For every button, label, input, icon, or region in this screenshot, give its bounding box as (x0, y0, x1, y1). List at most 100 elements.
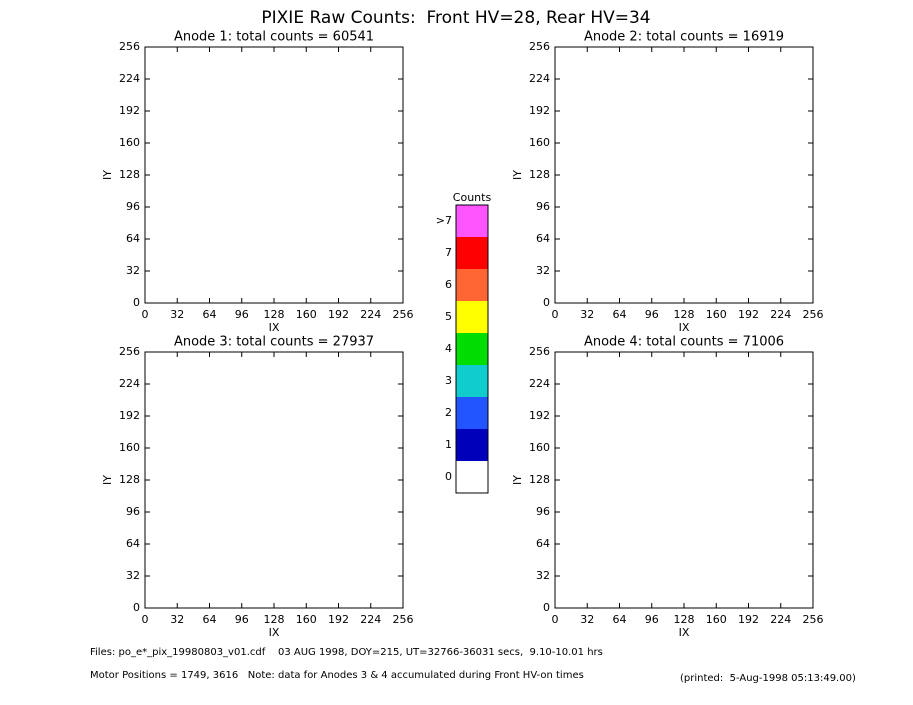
y-tick-label: 128 (529, 168, 550, 181)
colorbar-label: 7 (445, 246, 452, 259)
y-tick-label: 64 (536, 232, 550, 245)
x-tick-label: 160 (296, 308, 317, 321)
x-tick-label: 192 (328, 613, 349, 626)
y-tick-label: 256 (119, 345, 140, 358)
y-tick-label: 32 (126, 569, 140, 582)
colorbar-swatch (456, 429, 488, 461)
y-axis-label: IY (101, 475, 114, 485)
y-axis-label: IY (511, 170, 524, 180)
x-tick-label: 128 (264, 613, 285, 626)
x-axis-label: IX (679, 321, 690, 334)
y-axis-label: IY (101, 170, 114, 180)
x-tick-label: 160 (706, 613, 727, 626)
x-tick-label: 192 (738, 613, 759, 626)
x-axis-label: IX (269, 626, 280, 639)
colorbar-swatch (456, 333, 488, 365)
y-tick-label: 0 (543, 601, 550, 614)
y-tick-label: 96 (126, 505, 140, 518)
x-tick-label: 256 (803, 613, 824, 626)
colorbar-swatch (456, 237, 488, 269)
x-tick-label: 0 (142, 613, 149, 626)
y-tick-label: 64 (536, 537, 550, 550)
x-tick-label: 0 (552, 613, 559, 626)
y-tick-label: 64 (126, 232, 140, 245)
plot-area (144, 351, 404, 609)
x-tick-label: 224 (360, 613, 381, 626)
colorbar-swatch (456, 301, 488, 333)
x-axis-label: IX (269, 321, 280, 334)
y-tick-label: 0 (133, 601, 140, 614)
y-tick-label: 64 (126, 537, 140, 550)
y-tick-label: 160 (529, 136, 550, 149)
footer-files: Files: po_e*_pix_19980803_v01.cdf 03 AUG… (90, 647, 603, 658)
y-tick-label: 128 (529, 473, 550, 486)
y-tick-label: 160 (119, 136, 140, 149)
x-tick-label: 32 (580, 308, 594, 321)
x-tick-label: 160 (706, 308, 727, 321)
x-tick-label: 256 (393, 613, 414, 626)
y-axis-label: IY (511, 475, 524, 485)
y-tick-label: 32 (536, 264, 550, 277)
x-tick-label: 192 (328, 308, 349, 321)
y-tick-label: 160 (529, 441, 550, 454)
plot-area (144, 46, 404, 304)
x-tick-label: 0 (552, 308, 559, 321)
x-tick-label: 192 (738, 308, 759, 321)
plot-area (554, 351, 814, 609)
colorbar-label: >7 (436, 214, 452, 227)
x-tick-label: 96 (645, 613, 659, 626)
x-tick-label: 64 (613, 308, 627, 321)
y-tick-label: 256 (529, 345, 550, 358)
y-tick-label: 32 (126, 264, 140, 277)
x-tick-label: 224 (770, 308, 791, 321)
x-tick-label: 96 (235, 613, 249, 626)
y-tick-label: 256 (119, 40, 140, 53)
colorbar-label: 5 (445, 310, 452, 323)
main-title: PIXIE Raw Counts: Front HV=28, Rear HV=3… (261, 8, 650, 28)
x-tick-label: 128 (674, 613, 695, 626)
x-tick-label: 32 (170, 613, 184, 626)
x-tick-label: 64 (203, 613, 217, 626)
colorbar-label: 2 (445, 406, 452, 419)
colorbar-label: 0 (445, 470, 452, 483)
x-tick-label: 256 (393, 308, 414, 321)
colorbar-swatch (456, 205, 488, 237)
y-tick-label: 0 (133, 296, 140, 309)
y-tick-label: 192 (529, 409, 550, 422)
y-tick-label: 96 (536, 505, 550, 518)
colorbar-label: 1 (445, 438, 452, 451)
x-tick-label: 32 (580, 613, 594, 626)
plot-area (554, 46, 814, 304)
x-tick-label: 0 (142, 308, 149, 321)
x-tick-label: 32 (170, 308, 184, 321)
y-tick-label: 160 (119, 441, 140, 454)
colorbar-label: 4 (445, 342, 452, 355)
y-tick-label: 128 (119, 473, 140, 486)
x-tick-label: 128 (674, 308, 695, 321)
colorbar-swatch (456, 397, 488, 429)
x-tick-label: 96 (645, 308, 659, 321)
y-tick-label: 224 (119, 72, 140, 85)
y-tick-label: 128 (119, 168, 140, 181)
panel-title: Anode 4: total counts = 71006 (584, 335, 784, 350)
y-tick-label: 96 (126, 200, 140, 213)
x-tick-label: 64 (203, 308, 217, 321)
footer-printed: (printed: 5-Aug-1998 05:13:49.00) (680, 673, 856, 684)
y-tick-label: 192 (529, 104, 550, 117)
x-tick-label: 64 (613, 613, 627, 626)
x-axis-label: IX (679, 626, 690, 639)
colorbar-swatch (456, 461, 488, 493)
colorbar-swatch (456, 269, 488, 301)
colorbar-title: Counts (453, 191, 492, 204)
footer-motor: Motor Positions = 1749, 3616 Note: data … (90, 670, 584, 681)
x-tick-label: 224 (770, 613, 791, 626)
x-tick-label: 160 (296, 613, 317, 626)
colorbar-frame (455, 204, 489, 494)
panel-title: Anode 1: total counts = 60541 (174, 30, 374, 45)
colorbar-label: 3 (445, 374, 452, 387)
y-tick-label: 0 (543, 296, 550, 309)
x-tick-label: 128 (264, 308, 285, 321)
colorbar-label: 6 (445, 278, 452, 291)
y-tick-label: 224 (119, 377, 140, 390)
